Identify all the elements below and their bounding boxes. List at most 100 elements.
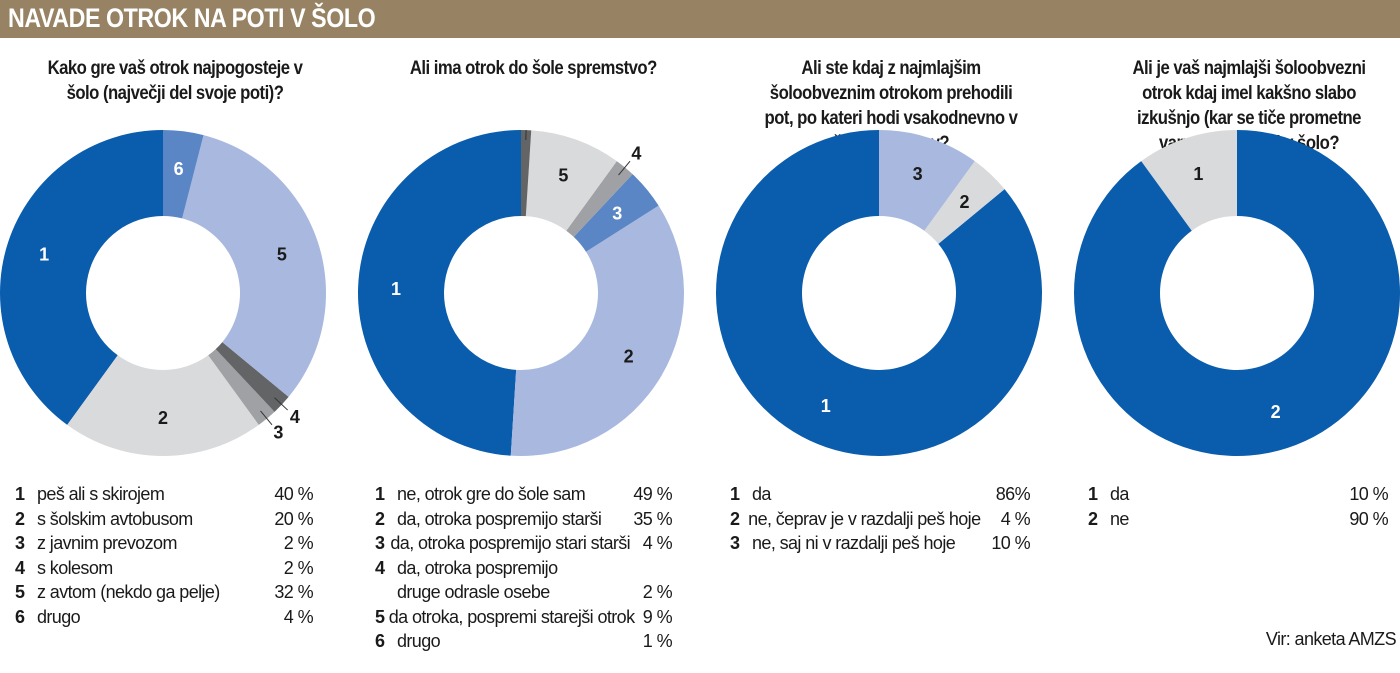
legend-key: 6: [375, 631, 385, 651]
legend: 1 peš ali s skirojem 40 % 2 s šolskim avtobu…: [15, 482, 314, 630]
legend-key: 6: [15, 606, 25, 627]
legend-item: 2 ne 90 %: [1088, 507, 1389, 532]
legend-value: 2 %: [283, 557, 314, 578]
slice-1: [358, 130, 521, 456]
legend-key: 5: [15, 582, 25, 602]
legend-value: 10 %: [1349, 484, 1388, 504]
slice-2: [1074, 130, 1400, 456]
donut-chart: 12: [1074, 130, 1400, 456]
legend-key: 2: [375, 508, 385, 529]
leader-line: [525, 130, 527, 141]
leader-line: [618, 160, 631, 176]
legend-key: 3: [375, 533, 385, 553]
legend-key: 1: [15, 484, 25, 504]
leader-line: [274, 397, 288, 411]
slice-2: [510, 205, 684, 456]
slice-2: [924, 161, 1005, 244]
slice-label-4: 4: [631, 144, 641, 164]
legend-value: 1 %: [642, 631, 673, 651]
legend-label: ne, otrok gre do šole sam: [397, 484, 586, 504]
legend-label: da: [1110, 484, 1129, 504]
leader-line: [260, 410, 273, 426]
legend-label: da, otroka pospremijo: [397, 557, 558, 578]
slice-label-2: 2: [158, 408, 168, 428]
legend-value: [612, 556, 672, 581]
slice-label-2: 2: [960, 192, 970, 212]
chart-title: Kako gre vaš otrok najpogosteje v šolo (…: [0, 56, 350, 106]
legend-value: 32 %: [274, 582, 313, 602]
legend-key: 4: [375, 557, 385, 578]
legend-label: ne: [1110, 508, 1129, 529]
legend-label: da, otroka pospremijo starši: [397, 508, 602, 529]
chart-panel-3: Ali ste kdaj z najmlajšim šoloobveznim o…: [716, 38, 1066, 673]
legend-item: 5 da otroka, pospremi starejši otrok 9 %: [375, 605, 673, 630]
slice-label-1: 1: [821, 396, 831, 416]
legend-value: 10 %: [991, 533, 1030, 553]
slice-label-1: 1: [39, 244, 49, 264]
legend-item-continued: druge odrasle osebe 2 %: [375, 580, 673, 605]
legend-value: 2 %: [642, 582, 673, 602]
legend-key: 3: [730, 533, 740, 553]
legend-key: 3: [15, 533, 25, 553]
legend-item: 3 z javnim prevozom 2 %: [15, 531, 314, 556]
source-note: Vir: anketa AMZS: [1265, 629, 1397, 649]
legend-value: 40 %: [274, 484, 313, 504]
chart-panel-2: Ali ima otrok do šole spremstvo?1234561n…: [358, 38, 708, 673]
header-bar: NAVADE OTROK NA POTI V ŠOLO: [0, 0, 1400, 38]
legend-key: 1: [1088, 484, 1098, 504]
legend-value: 86%: [995, 484, 1031, 504]
legend-item: 1 da 86%: [730, 482, 1031, 507]
slice-6: [521, 130, 532, 217]
slice-label-1: 1: [391, 279, 401, 299]
slice-1: [716, 130, 1042, 456]
legend-item: 2 s šolskim avtobusom 20 %: [15, 507, 314, 532]
legend-item: 2 da, otroka pospremijo starši 35 %: [375, 507, 673, 532]
chart-panel-4: Ali je vaš najmlajši šoloobvezni otrok k…: [1074, 38, 1400, 673]
legend-label: peš ali s skirojem: [37, 484, 165, 504]
slice-5: [525, 130, 617, 231]
legend-value: 2 %: [283, 533, 314, 553]
slice-label-3: 3: [913, 164, 923, 184]
legend-key: 2: [1088, 508, 1098, 529]
page-title: NAVADE OTROK NA POTI V ŠOLO: [8, 3, 376, 33]
slice-label-2: 2: [1271, 402, 1281, 422]
legend-label: drugo: [37, 606, 81, 627]
legend-value: 49 %: [633, 484, 672, 504]
legend-value: 35 %: [633, 508, 672, 529]
legend-value: 9 %: [642, 606, 673, 627]
slice-label-3: 3: [273, 422, 283, 442]
legend-key: 1: [375, 484, 385, 504]
slice-label-2: 2: [624, 347, 634, 367]
legend-label: z javnim prevozom: [37, 533, 177, 553]
donut-chart: 1 2 3: [716, 130, 1042, 456]
slice-3: [208, 349, 275, 425]
slice-3: [573, 174, 659, 252]
legend-label: da, otroka pospremijo stari starši: [390, 533, 631, 553]
legend-item: 6 drugo 4 %: [15, 605, 314, 630]
slice-label-5: 5: [277, 244, 287, 264]
legend-value: 20 %: [274, 508, 313, 529]
legend-item: 5 z avtom (nekdo ga pelje) 32 %: [15, 580, 314, 605]
legend-label-continued: druge odrasle osebe: [397, 582, 550, 602]
legend-label: da otroka, pospremi starejši otrok: [388, 606, 635, 627]
legend-item: 4 s kolesom 2 %: [15, 556, 314, 581]
legend-item: 1 ne, otrok gre do šole sam 49 %: [375, 482, 673, 507]
slice-label-1: 1: [1193, 164, 1203, 184]
legend: 1 ne, otrok gre do šole sam 49 % 2 da, otrok…: [375, 482, 673, 654]
legend-value: 4 %: [283, 606, 314, 627]
legend-value: 4 %: [642, 533, 673, 553]
legend-label: da: [752, 484, 771, 504]
slice-label-6: 6: [174, 159, 184, 179]
chart-title-text: Ali ima otrok do šole spremstvo?: [409, 58, 658, 79]
legend: 1 da 86% 2 ne, čeprav je v razdalji peš hoje…: [730, 482, 1031, 556]
legend-key: 4: [15, 557, 25, 578]
legend-label: z avtom (nekdo ga pelje): [37, 582, 220, 602]
legend-key: 2: [15, 508, 25, 529]
chart-title: Ali ima otrok do šole spremstvo?: [358, 56, 708, 81]
slice-6: [163, 130, 204, 219]
slice-1: [0, 130, 163, 425]
legend-label: ne, čeprav je v razdalji peš hoje: [748, 508, 981, 529]
slice-3: [879, 130, 975, 231]
